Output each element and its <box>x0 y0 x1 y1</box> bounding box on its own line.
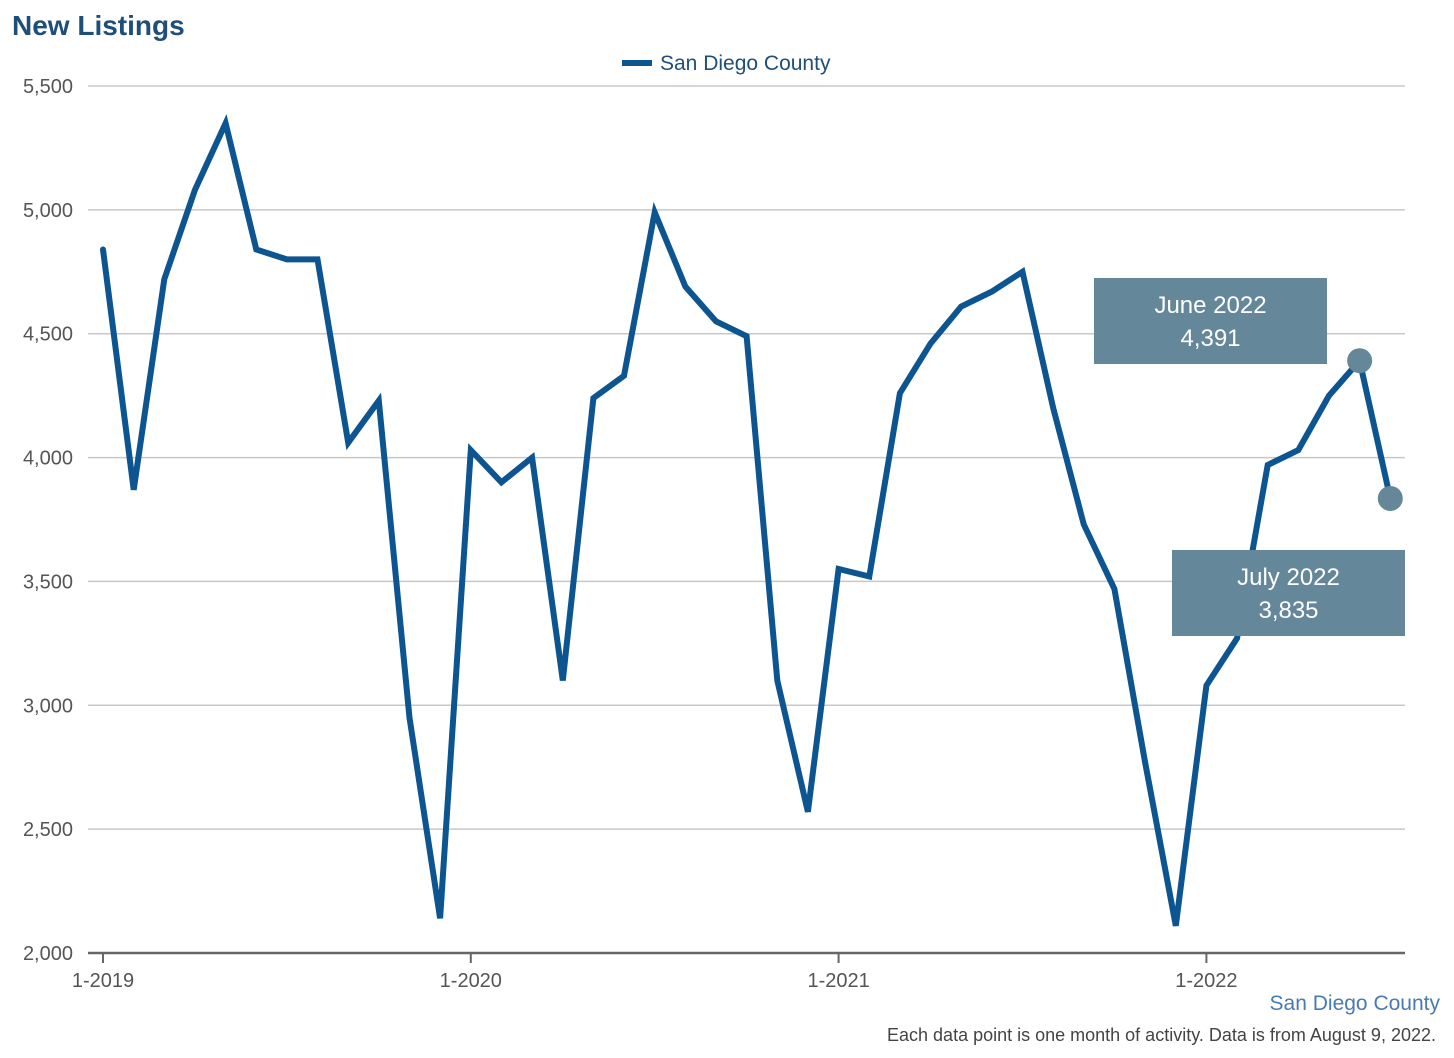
callout-month: June 2022 <box>1154 292 1266 319</box>
y-tick-label: 2,500 <box>23 819 73 841</box>
gridlines <box>88 85 1405 830</box>
legend: San Diego County <box>622 52 831 75</box>
data-point-marker <box>1347 348 1373 374</box>
callout-month: July 2022 <box>1237 564 1340 591</box>
x-tick-label: 1-2020 <box>440 970 502 992</box>
data-point-marker <box>1377 485 1403 511</box>
y-tick-label: 5,000 <box>23 200 73 222</box>
chart-title: New Listings <box>12 10 185 41</box>
x-tick-label: 1-2021 <box>807 970 869 992</box>
callout-box <box>1094 278 1327 364</box>
footnote: Each data point is one month of activity… <box>887 1025 1436 1045</box>
x-tick-label: 1-2022 <box>1175 970 1237 992</box>
legend-label: San Diego County <box>660 52 831 75</box>
y-tick-label: 4,000 <box>23 448 73 470</box>
source-label: San Diego County <box>1269 992 1440 1015</box>
y-tick-label: 2,000 <box>23 943 73 965</box>
callout-box <box>1172 550 1405 636</box>
y-axis-ticks: 2,000 2,500 3,000 3,500 4,000 4,500 5,000 5,500 <box>23 76 73 965</box>
y-tick-label: 3,000 <box>23 695 73 717</box>
y-tick-label: 3,500 <box>23 571 73 593</box>
series-line <box>100 114 1394 927</box>
callout-value: 3,835 <box>1258 597 1318 624</box>
y-tick-label: 4,500 <box>23 324 73 346</box>
x-tick-label: 1-2019 <box>72 970 134 992</box>
x-axis: 1-2019 1-2020 1-2021 1-2022 <box>72 951 1405 992</box>
callout-value: 4,391 <box>1180 325 1240 352</box>
y-tick-label: 5,500 <box>23 76 73 98</box>
